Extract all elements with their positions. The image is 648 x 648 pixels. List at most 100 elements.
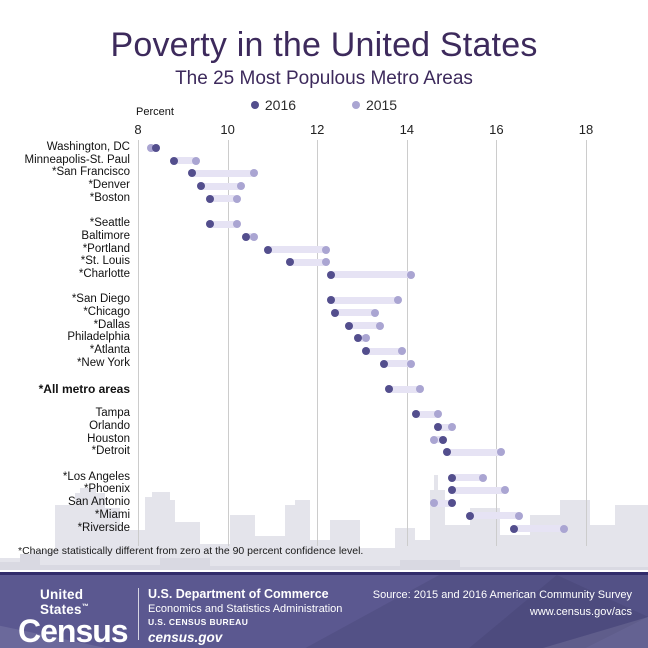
change-connector [348, 322, 380, 330]
axis-tick-8: 8 [134, 122, 142, 137]
dot-2015 [501, 486, 510, 495]
axis-tick-16: 16 [489, 122, 504, 137]
footer: United States™ Census Bureau U.S. Depart… [0, 572, 648, 648]
dot-2015 [362, 334, 371, 343]
dot-2016 [344, 321, 353, 330]
change-connector [433, 499, 452, 507]
dot-2015 [375, 321, 384, 330]
source-block: Source: 2015 and 2016 American Community… [373, 587, 632, 620]
axis-tick-14: 14 [399, 122, 415, 137]
dot-2016 [169, 156, 178, 165]
row-label: Orlando [89, 420, 130, 432]
page-subtitle: The 25 Most Populous Metro Areas [175, 68, 473, 89]
change-connector [415, 410, 439, 418]
dot-2016 [380, 359, 389, 368]
gridline-16 [496, 140, 498, 546]
row-label: Tampa [95, 407, 130, 420]
row-label: Philadelphia [67, 331, 130, 344]
page-title: Poverty in the United States [110, 26, 538, 64]
change-connector [209, 195, 237, 203]
dot-2015 [429, 435, 438, 444]
row-label: Washington, DC [46, 141, 130, 153]
dot-2015 [514, 511, 523, 520]
row-label: *Charlotte [78, 267, 130, 280]
row-label: *Phoenix [83, 483, 130, 496]
gridline-8 [138, 140, 139, 546]
dot-2016 [241, 232, 250, 241]
department-of-commerce-text: U.S. Department of Commerce [148, 587, 329, 601]
legend-item-2016: 2016 [250, 97, 297, 113]
dot-2015 [322, 258, 331, 267]
legend-2015-dot-icon [351, 101, 360, 110]
change-connector [438, 423, 452, 431]
change-connector [335, 309, 376, 317]
dot-2015 [232, 220, 241, 229]
row-label: *Dallas [93, 318, 130, 331]
row-label: *Seattle [89, 217, 130, 230]
dot-2015 [250, 232, 259, 241]
logo-census-text: Census [18, 613, 129, 648]
dot-2016 [326, 270, 335, 279]
dot-2016 [151, 144, 160, 152]
row-label: *San Diego [71, 293, 130, 306]
axis-tick-10: 10 [220, 122, 235, 137]
source-line: Source: 2015 and 2016 American Community… [372, 589, 632, 601]
city-skyline-silhouette [0, 475, 648, 570]
dot-2016 [465, 511, 474, 520]
dot-2015 [398, 347, 407, 355]
legend-2015-label: 2015 [365, 97, 398, 113]
dot-2016 [362, 347, 371, 355]
source-url: www.census.gov/acs [529, 605, 632, 618]
change-connector [290, 258, 327, 266]
dot-2015 [250, 169, 259, 178]
dot-2016 [447, 499, 456, 508]
change-connector [451, 474, 483, 482]
gridline-12 [317, 140, 319, 546]
change-connector [200, 182, 242, 190]
dot-2016 [510, 524, 519, 533]
row-label: *All metro areas [38, 382, 130, 396]
row-label: Baltimore [81, 229, 130, 242]
dot-2016 [196, 182, 205, 191]
change-connector [267, 246, 327, 253]
dot-2016 [353, 334, 362, 343]
department-block: U.S. Department of Commerce Economics an… [148, 587, 342, 647]
row-label: Minneapolis-St. Paul [24, 153, 130, 166]
row-label: *Miami [94, 508, 130, 521]
dot-2016 [286, 258, 295, 267]
census-gov-text: census.gov [148, 630, 223, 645]
dot-2015 [447, 423, 456, 431]
legend-2016-label: 2016 [264, 97, 297, 113]
dot-2015 [147, 144, 156, 152]
legend-2016-dot-icon [250, 101, 259, 110]
change-connector [388, 385, 421, 393]
dot-2016 [326, 296, 335, 305]
change-connector [447, 448, 501, 456]
change-connector [191, 169, 255, 177]
dot-2016 [384, 385, 393, 393]
dot-2015 [192, 156, 201, 165]
dot-2015 [393, 296, 402, 305]
row-label: *Portland [82, 242, 130, 255]
legend: 2016 2015 [0, 97, 648, 113]
legend-item-2015: 2015 [351, 97, 398, 113]
footer-corner-decoration [532, 617, 648, 648]
axis-unit-label: Percent [136, 106, 174, 118]
footnote: *Change statistically different from zer… [18, 545, 364, 557]
change-connector [330, 296, 398, 304]
dot-2016 [443, 448, 452, 457]
change-connector [366, 347, 403, 355]
change-connector [209, 220, 237, 228]
change-connector [173, 157, 197, 165]
dot-2016 [205, 194, 214, 203]
change-connector [357, 334, 367, 342]
dot-2016 [411, 410, 420, 419]
dot-2016 [447, 473, 456, 482]
dot-2016 [187, 169, 196, 178]
axis-tick-18: 18 [578, 122, 594, 137]
dot-2016 [331, 308, 340, 317]
logo-united-states-text: United States™ [40, 587, 89, 617]
dot-2015 [559, 524, 568, 533]
row-label: *Riverside [77, 521, 130, 534]
